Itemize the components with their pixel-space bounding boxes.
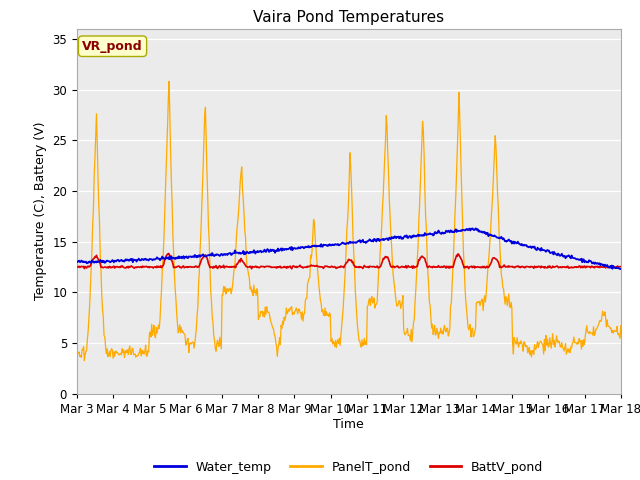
Legend: Water_temp, PanelT_pond, BattV_pond: Water_temp, PanelT_pond, BattV_pond: [149, 456, 548, 479]
Y-axis label: Temperature (C), Battery (V): Temperature (C), Battery (V): [34, 122, 47, 300]
Title: Vaira Pond Temperatures: Vaira Pond Temperatures: [253, 10, 444, 25]
Text: VR_pond: VR_pond: [82, 40, 143, 53]
X-axis label: Time: Time: [333, 419, 364, 432]
